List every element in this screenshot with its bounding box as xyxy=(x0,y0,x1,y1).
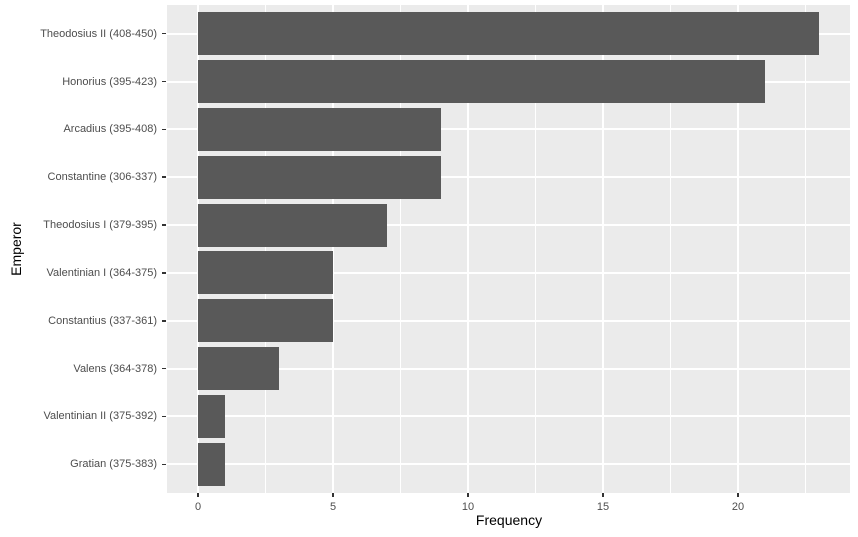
bar xyxy=(198,60,766,103)
y-tick-label: Gratian (375-383) xyxy=(70,458,157,470)
y-tick-mark xyxy=(162,128,166,131)
y-tick-label: Theodosius I (379-395) xyxy=(43,219,157,231)
y-tick-mark xyxy=(162,32,166,35)
y-tick-mark xyxy=(162,224,166,226)
bar xyxy=(198,12,820,55)
y-tick-label: Honorius (395-423) xyxy=(62,76,157,88)
y-tick-label: Constantius (337-361) xyxy=(48,315,157,327)
x-tick-mark xyxy=(467,493,469,497)
y-axis-title: Emperor xyxy=(8,222,24,276)
gridline-major-vertical xyxy=(332,5,335,493)
bar xyxy=(198,395,226,438)
y-tick-label: Valentinian I (364-375) xyxy=(46,267,157,279)
gridline-major-horizontal xyxy=(167,319,850,322)
y-tick-mark xyxy=(162,80,166,83)
gridline-major-horizontal xyxy=(167,415,850,418)
y-tick-label: Valens (364-378) xyxy=(73,363,157,375)
y-tick-label: Arcadius (395-408) xyxy=(63,123,157,135)
y-tick-mark xyxy=(162,463,166,466)
gridline-major-vertical xyxy=(197,5,200,493)
x-tick-label: 15 xyxy=(596,501,610,513)
x-tick-mark xyxy=(197,493,199,497)
x-tick-label: 10 xyxy=(461,501,475,513)
y-tick-mark xyxy=(162,367,166,370)
y-tick-mark xyxy=(162,272,166,274)
y-tick-label: Theodosius II (408-450) xyxy=(40,28,157,40)
x-tick-mark xyxy=(737,493,739,497)
y-tick-mark xyxy=(162,320,166,322)
bar xyxy=(198,108,442,151)
gridline-minor-vertical xyxy=(669,5,671,493)
gridline-major-horizontal xyxy=(167,128,850,131)
y-tick-mark xyxy=(162,176,166,178)
gridline-major-horizontal xyxy=(167,271,850,274)
x-tick-mark xyxy=(602,493,604,497)
x-tick-label: 5 xyxy=(329,501,337,513)
x-tick-label: 20 xyxy=(731,501,745,513)
gridline-minor-vertical xyxy=(400,5,402,493)
x-tick-label: 0 xyxy=(194,501,202,513)
gridline-major-horizontal xyxy=(167,176,850,179)
gridline-minor-vertical xyxy=(534,5,536,493)
gridline-minor-vertical xyxy=(804,5,806,493)
gridline-major-vertical xyxy=(736,5,739,493)
y-tick-mark xyxy=(162,415,166,418)
x-tick-mark xyxy=(332,493,334,497)
y-tick-label: Constantine (306-337) xyxy=(47,171,157,183)
bar xyxy=(198,156,442,199)
gridline-major-horizontal xyxy=(167,463,850,466)
gridline-major-vertical xyxy=(601,5,604,493)
gridline-major-horizontal xyxy=(167,367,850,370)
bar xyxy=(198,204,388,247)
gridline-minor-vertical xyxy=(265,5,267,493)
bar xyxy=(198,347,280,390)
bar xyxy=(198,251,334,294)
bar xyxy=(198,443,226,486)
gridline-major-horizontal xyxy=(167,224,850,227)
bar xyxy=(198,299,334,342)
x-axis-title: Frequency xyxy=(475,512,543,528)
gridline-major-vertical xyxy=(467,5,469,493)
y-tick-label: Valentinian II (375-392) xyxy=(43,410,157,422)
